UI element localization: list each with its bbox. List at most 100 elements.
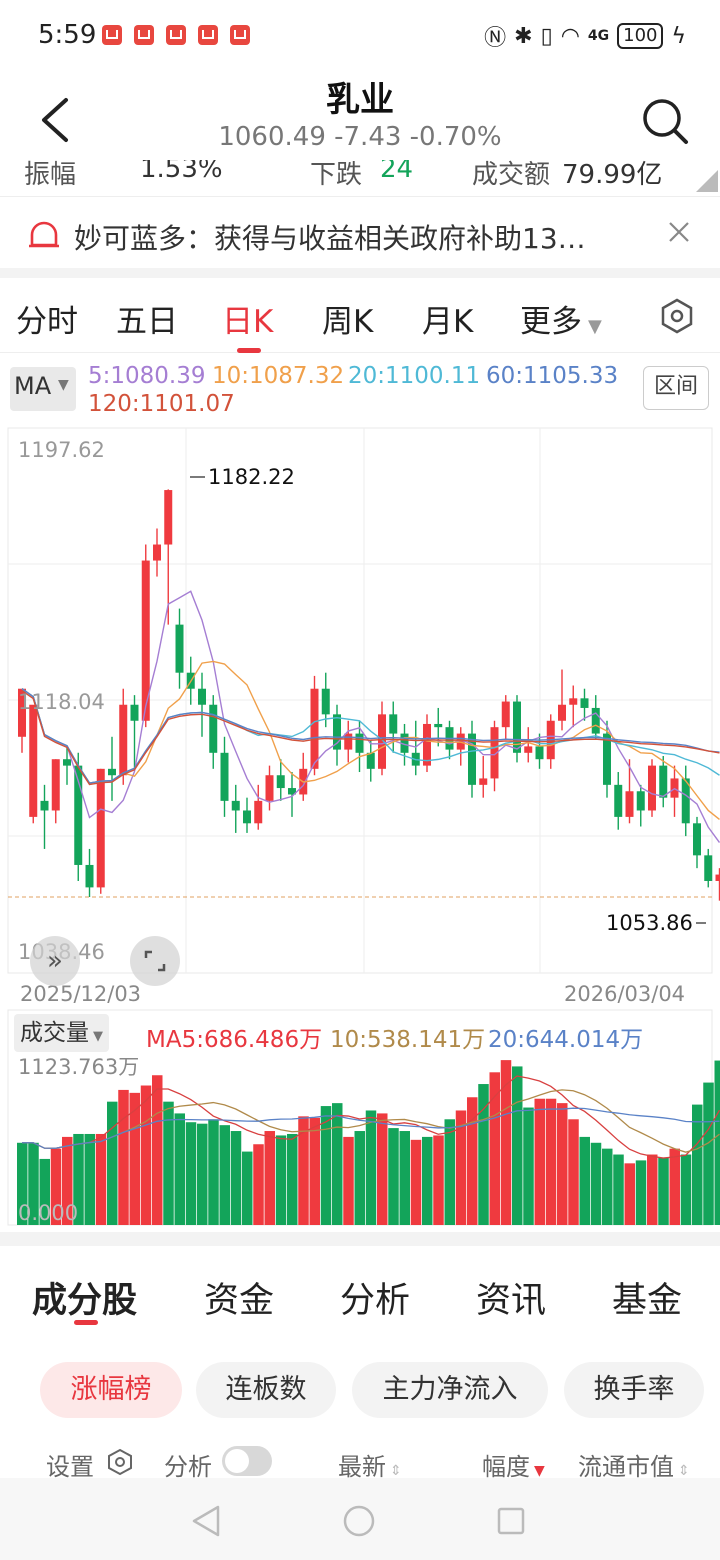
volume-indicator-selector[interactable]: 成交量 ▼ — [14, 1014, 109, 1052]
tab-weekly-k[interactable]: 周K — [322, 304, 374, 340]
sort-latest-label: 最新 — [338, 1453, 386, 1481]
sort-market-cap[interactable]: 流通市值 ⇕ — [578, 1447, 690, 1482]
nav-back-icon[interactable] — [190, 1504, 222, 1538]
volume-bar — [95, 1133, 107, 1225]
analysis-toggle-label: 分析 — [164, 1453, 212, 1481]
expand-corner-icon[interactable] — [696, 170, 718, 192]
pill-consecutive-limit[interactable]: 连板数 — [196, 1362, 336, 1418]
active-tab-indicator — [237, 348, 261, 353]
volume-bar — [624, 1163, 635, 1225]
ma60-value: 60:1105.33 — [486, 363, 619, 389]
candle-body — [513, 701, 521, 753]
candle-body — [164, 490, 173, 545]
vol-ma10-line — [22, 1089, 720, 1153]
settings-hexagon-icon[interactable] — [660, 298, 694, 334]
candle-body — [220, 752, 229, 801]
tab-daily-k[interactable]: 日K — [222, 304, 274, 340]
battery-icon: 100 — [617, 23, 664, 49]
volume-bar — [287, 1133, 298, 1225]
candle-body — [74, 765, 83, 865]
candle-body — [175, 624, 184, 673]
tab-news[interactable]: 资讯 — [476, 1281, 547, 1321]
volume-bar — [388, 1128, 399, 1225]
volume-bar — [669, 1148, 680, 1225]
volume-indicator-label: 成交量 — [20, 1020, 89, 1046]
chevron-down-icon: ▼ — [58, 377, 69, 393]
volume-bar — [242, 1151, 253, 1225]
candle-body — [524, 746, 533, 753]
candle-body — [51, 759, 60, 811]
tab-funds[interactable]: 资金 — [204, 1281, 275, 1321]
volume-bar — [658, 1157, 669, 1225]
candle-body — [501, 701, 510, 728]
indicator-selector[interactable]: MA ▼ — [10, 367, 76, 411]
candle-body — [29, 704, 38, 817]
fullscreen-button[interactable] — [130, 936, 180, 986]
volume-bar — [354, 1131, 365, 1225]
volume-bar — [703, 1082, 714, 1225]
tab-analysis[interactable]: 分析 — [340, 1281, 411, 1321]
scroll-forward-button[interactable]: » — [30, 936, 80, 986]
volume-bar — [489, 1072, 500, 1225]
volume-bar — [264, 1131, 275, 1225]
ma5-value: 5:1080.39 — [88, 363, 206, 389]
chevron-down-icon: ▼ — [588, 316, 602, 337]
fullscreen-icon — [144, 950, 166, 972]
pill-main-net-inflow[interactable]: 主力净流入 — [352, 1362, 548, 1418]
candle-body — [614, 784, 623, 817]
news-notice[interactable]: 妙可蓝多：获得与收益相关政府补助13… — [0, 196, 720, 269]
settings-label[interactable]: 设置 — [46, 1453, 94, 1481]
pill-turnover-rate[interactable]: 换手率 — [564, 1362, 704, 1418]
kline-chart[interactable] — [0, 420, 720, 1230]
y-max-label: 1197.62 — [18, 438, 105, 462]
volume-bar — [455, 1110, 467, 1225]
volume-bar — [557, 1103, 568, 1225]
tab-five-day[interactable]: 五日 — [116, 304, 178, 340]
tab-more[interactable]: 更多 ▼ — [520, 296, 602, 341]
candle-body — [254, 800, 263, 824]
tab-monthly-k[interactable]: 月K — [422, 304, 474, 340]
volume-bar — [50, 1148, 62, 1225]
back-arrow-icon[interactable] — [36, 95, 76, 145]
stats-strip: 振幅 1.53% 下跌 24 成交额 79.99亿 — [0, 160, 720, 194]
volume-bar — [320, 1106, 332, 1225]
candlestick-series — [18, 489, 720, 901]
volume-bar — [107, 1101, 118, 1225]
pill-gainers[interactable]: 涨幅榜 — [40, 1362, 182, 1418]
sort-latest[interactable]: 最新 ⇕ — [338, 1447, 402, 1482]
candle-body — [85, 864, 94, 888]
volume-bar — [377, 1113, 388, 1225]
search-icon[interactable] — [640, 96, 690, 146]
tab-intraday[interactable]: 分时 — [16, 304, 78, 340]
status-time: 5:59 — [38, 20, 97, 50]
sort-change[interactable]: 幅度 ▼ — [482, 1447, 545, 1482]
range-button[interactable]: 区间 — [643, 366, 709, 410]
vol-ma5-line — [22, 1075, 720, 1159]
close-icon[interactable] — [668, 221, 690, 243]
sort-icon: ⇕ — [390, 1463, 402, 1479]
volume-bar — [62, 1136, 73, 1225]
tab-constituents[interactable]: 成分股 — [32, 1281, 138, 1321]
nav-recents-icon[interactable] — [496, 1506, 526, 1536]
volume-ma-lines — [22, 1075, 720, 1159]
sort-icon: ⇕ — [678, 1463, 690, 1479]
candle-body — [569, 698, 578, 705]
active-tab-indicator — [74, 1320, 98, 1325]
candle-body — [321, 688, 330, 715]
nav-home-icon[interactable] — [342, 1504, 376, 1538]
index-quote: 1060.49 -7.43 -0.70% — [218, 122, 502, 152]
volume-bar — [129, 1092, 140, 1225]
volume-bar — [230, 1131, 242, 1225]
analysis-toggle[interactable] — [222, 1446, 272, 1476]
settings-hexagon-icon[interactable] — [106, 1448, 134, 1476]
tab-fund[interactable]: 基金 — [612, 1281, 683, 1321]
volume-bar — [613, 1154, 624, 1225]
status-icons: Ⓝ ✱ ▯ ◠ 4G 100 ϟ — [484, 20, 686, 52]
candle-body — [704, 855, 713, 881]
candle-body — [468, 733, 476, 785]
volume-bar — [399, 1131, 410, 1225]
sort-change-label: 幅度 — [482, 1453, 530, 1481]
vol-ma20-line — [22, 1107, 720, 1149]
candle-body — [198, 688, 206, 705]
candle-body — [119, 704, 128, 776]
